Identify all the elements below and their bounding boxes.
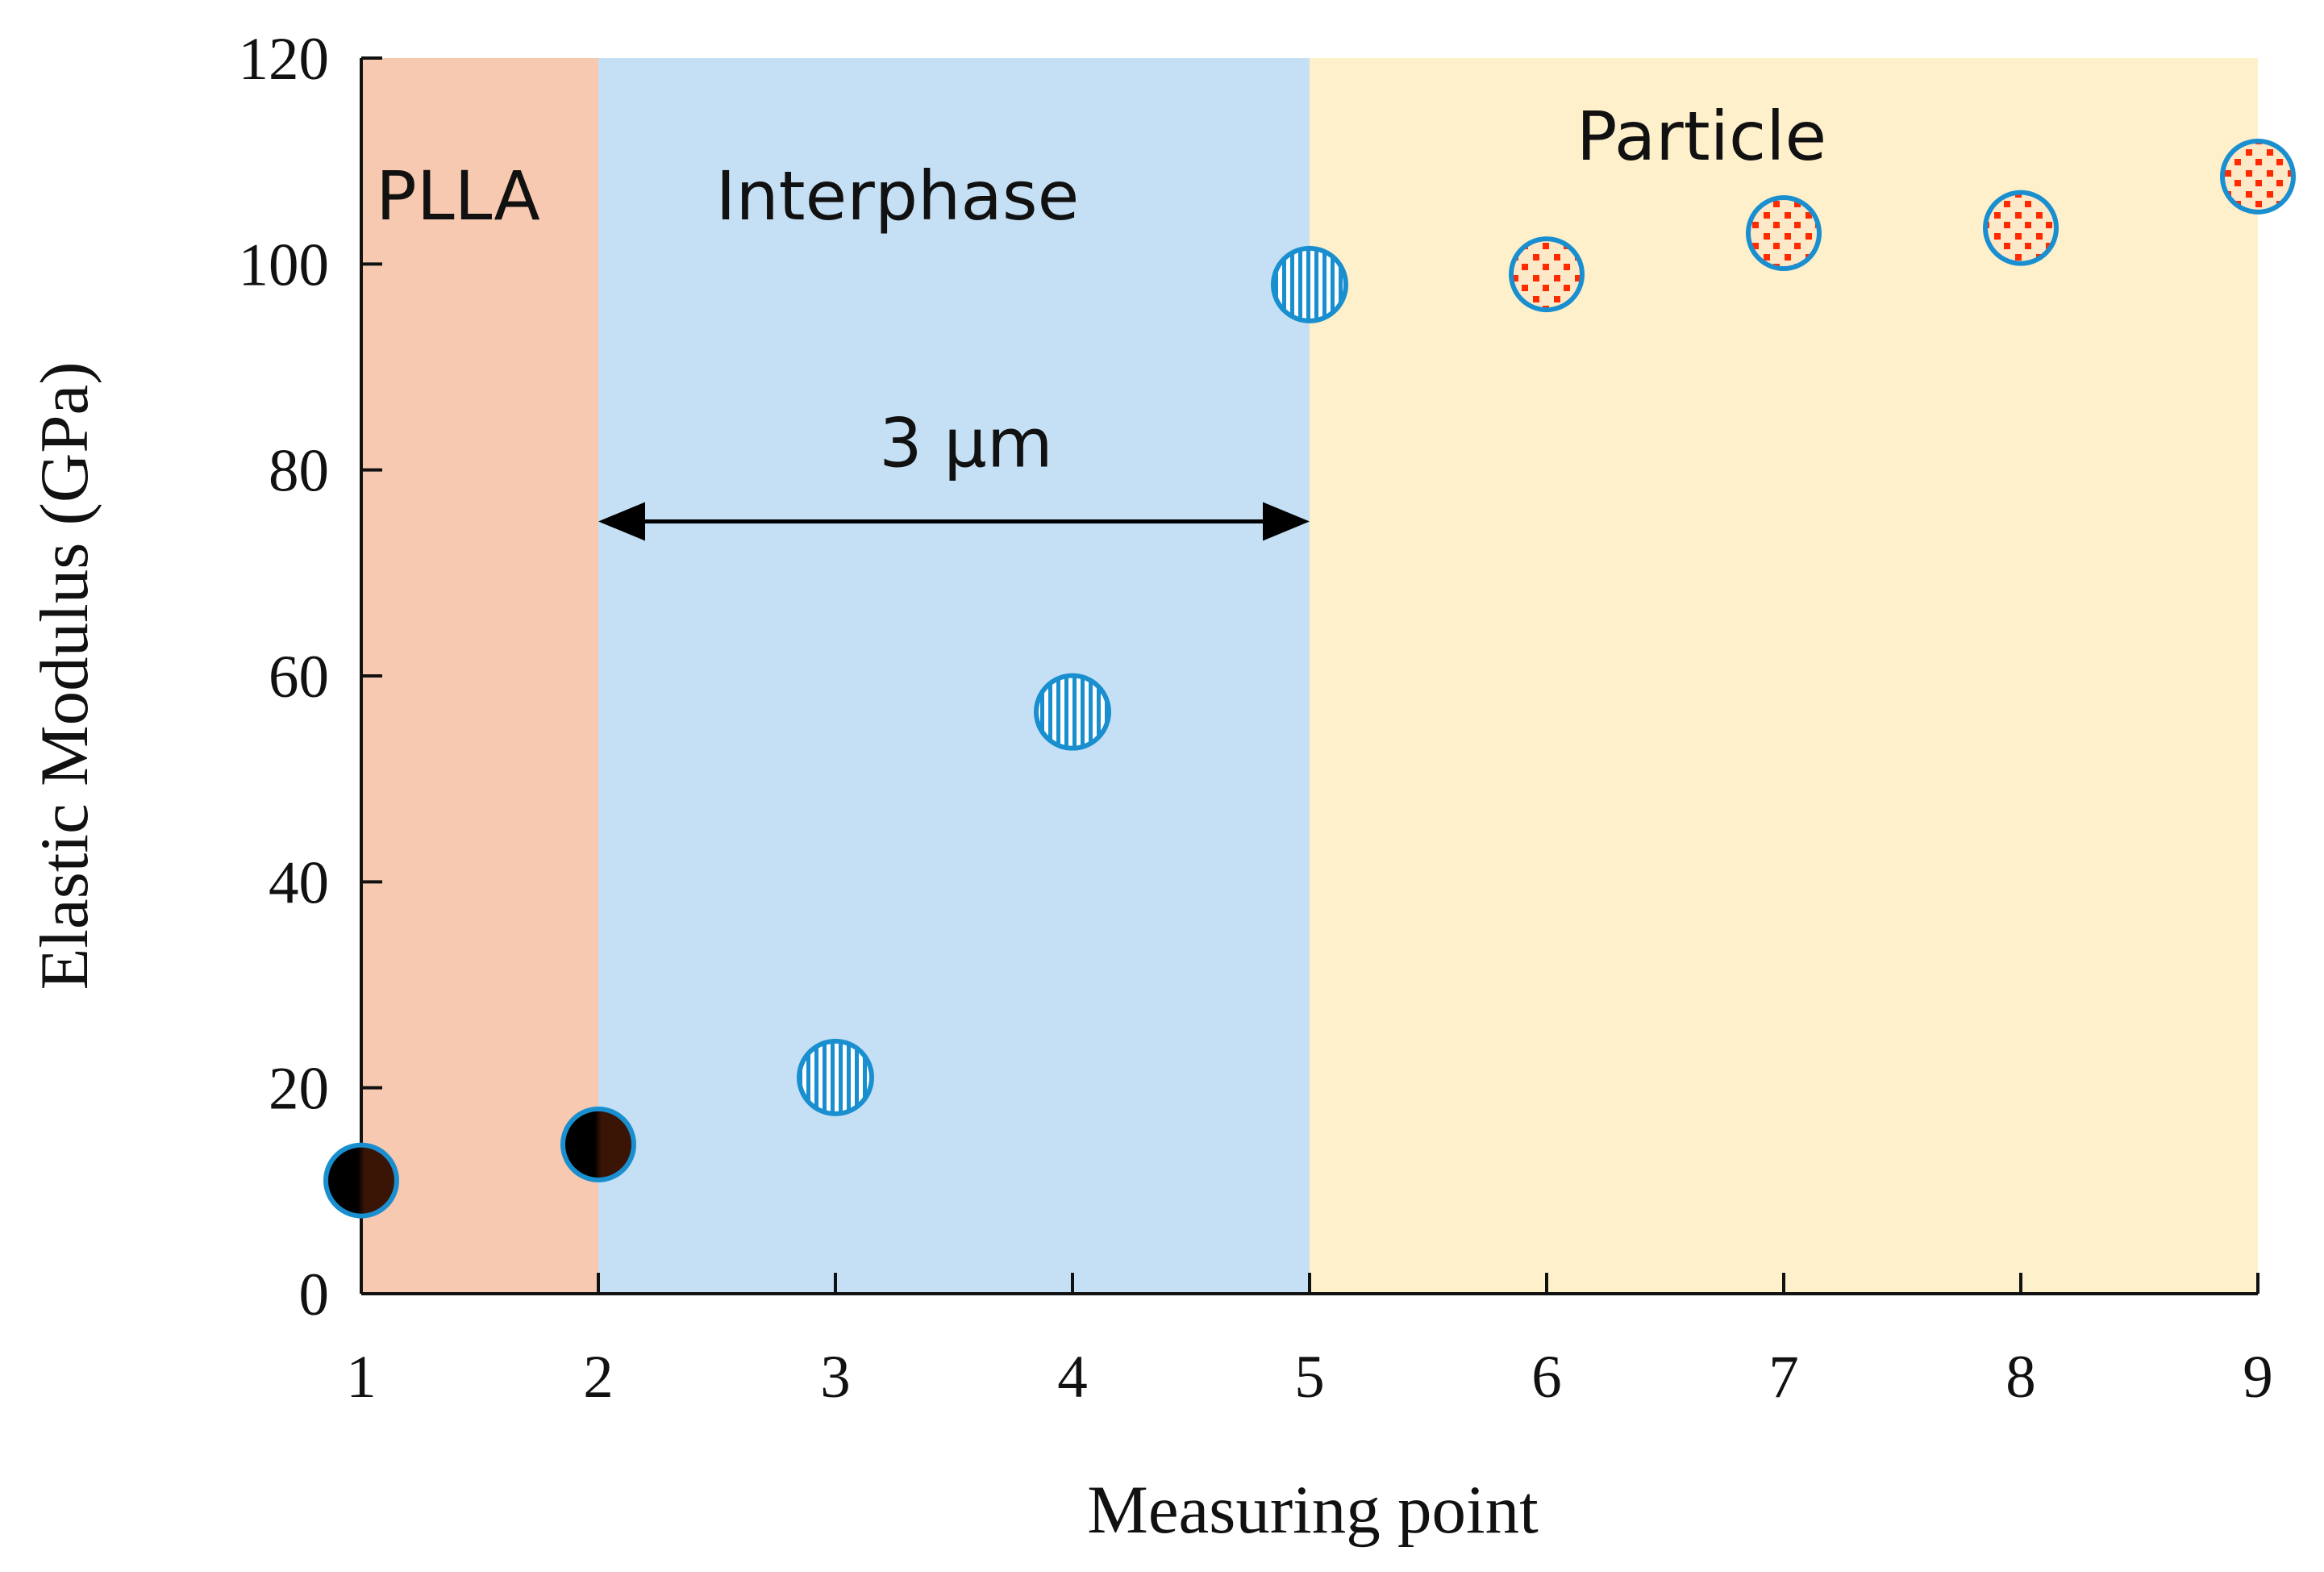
- x-tick-label: 8: [2005, 1344, 2036, 1411]
- region-label-interphase: Interphase: [716, 156, 1080, 236]
- data-point-3: [797, 1038, 874, 1116]
- x-tick-label: 4: [1057, 1344, 1088, 1411]
- data-point-9: [2220, 138, 2296, 215]
- x-tick-label: 3: [820, 1344, 851, 1411]
- x-tick-label: 7: [1768, 1344, 1799, 1411]
- y-axis-title: Elastic Modulus (GPa): [27, 361, 102, 990]
- y-tick-label: 40: [269, 849, 329, 916]
- x-tick-label: 2: [583, 1344, 614, 1411]
- region-interphase: [598, 58, 1310, 1294]
- x-tick-label: 9: [2243, 1344, 2273, 1411]
- span-arrow-head-left: [598, 502, 645, 541]
- region-label-particle: Particle: [1576, 97, 1826, 176]
- x-tick-label: 6: [1531, 1344, 1562, 1411]
- y-tick-label: 80: [269, 438, 329, 505]
- data-point-1: [323, 1142, 399, 1219]
- span-arrow-head-right: [1263, 502, 1310, 541]
- data-point-6: [1509, 236, 1585, 313]
- y-tick-label: 20: [269, 1056, 329, 1123]
- span-label: 3 μm: [879, 404, 1052, 483]
- region-plla: [361, 58, 598, 1294]
- y-tick-label: 0: [299, 1261, 330, 1328]
- data-point-7: [1746, 195, 1822, 272]
- y-tick-label: 120: [239, 26, 330, 93]
- x-tick-label: 5: [1294, 1344, 1325, 1411]
- data-point-5: [1271, 245, 1348, 323]
- data-point-4: [1034, 673, 1111, 751]
- region-label-plla: PLLA: [376, 156, 540, 236]
- y-tick-label: 100: [239, 231, 330, 298]
- data-point-2: [560, 1106, 636, 1182]
- data-point-8: [1983, 190, 2059, 266]
- x-tick-label: 1: [346, 1344, 377, 1411]
- y-tick-label: 60: [269, 644, 329, 711]
- x-axis-title: Measuring point: [1087, 1472, 1539, 1548]
